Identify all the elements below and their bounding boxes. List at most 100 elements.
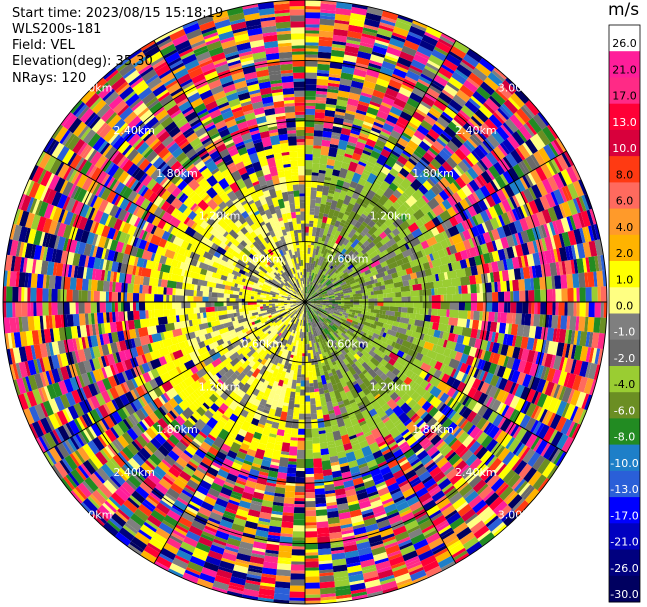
ppi-gate bbox=[438, 149, 451, 162]
ppi-gate bbox=[204, 333, 210, 340]
ppi-gate bbox=[354, 255, 359, 261]
ppi-gate bbox=[235, 558, 250, 565]
ppi-gate bbox=[288, 193, 295, 204]
ppi-gate bbox=[499, 142, 511, 155]
ppi-gate bbox=[142, 131, 154, 142]
ppi-gate bbox=[333, 210, 340, 218]
ppi-gate bbox=[309, 211, 315, 215]
ppi-gate bbox=[391, 73, 405, 82]
ppi-gate bbox=[557, 171, 568, 187]
ppi-gate bbox=[338, 236, 347, 247]
ppi-gate bbox=[586, 209, 594, 226]
ppi-gate bbox=[132, 293, 140, 302]
ppi-gate bbox=[270, 333, 279, 342]
ppi-gate bbox=[532, 133, 546, 149]
ppi-gate bbox=[117, 508, 131, 521]
ppi-gate bbox=[253, 141, 265, 153]
ppi-gate bbox=[299, 199, 305, 203]
ppi-gate bbox=[263, 105, 275, 110]
ppi-gate bbox=[110, 492, 126, 507]
ppi-gate bbox=[199, 89, 213, 101]
ppi-gate bbox=[292, 54, 305, 61]
ppi-gate bbox=[40, 329, 46, 344]
ppi-gate bbox=[545, 192, 556, 208]
ppi-gate bbox=[138, 229, 145, 240]
ppi-gate bbox=[290, 329, 295, 336]
ppi-gate bbox=[358, 189, 369, 200]
ppi-gate bbox=[137, 87, 153, 101]
ppi-gate bbox=[90, 335, 99, 348]
ppi-gate bbox=[249, 92, 261, 98]
ppi-gate bbox=[151, 285, 158, 295]
ppi-gate bbox=[303, 293, 305, 297]
ppi-gate bbox=[409, 258, 420, 268]
ppi-gate bbox=[420, 249, 427, 257]
ppi-gate bbox=[196, 108, 208, 117]
ppi-gate bbox=[271, 143, 282, 155]
ppi-gate bbox=[281, 277, 285, 281]
ppi-gate bbox=[401, 291, 411, 297]
ppi-gate bbox=[326, 198, 333, 203]
ppi-gate bbox=[27, 273, 32, 288]
ppi-gate bbox=[316, 285, 324, 293]
ppi-gate bbox=[398, 220, 411, 231]
ppi-gate bbox=[373, 278, 378, 284]
ppi-gate bbox=[78, 374, 86, 388]
ppi-gate bbox=[168, 466, 181, 478]
ppi-gate bbox=[312, 223, 318, 228]
ppi-gate bbox=[175, 288, 185, 296]
ppi-gate bbox=[192, 42, 207, 51]
ppi-gate bbox=[269, 324, 279, 333]
ppi-gate bbox=[138, 364, 145, 375]
ppi-gate bbox=[338, 248, 347, 258]
ppi-gate bbox=[255, 393, 264, 402]
ppi-gate bbox=[429, 253, 435, 261]
ppi-gate bbox=[121, 159, 134, 173]
ppi-gate bbox=[284, 304, 294, 308]
ppi-gate bbox=[266, 295, 270, 299]
ppi-gate bbox=[84, 255, 90, 268]
ppi-gate bbox=[305, 223, 310, 227]
ppi-gate bbox=[245, 329, 253, 336]
ppi-gate bbox=[283, 163, 291, 168]
ppi-gate bbox=[371, 212, 382, 224]
ppi-gate bbox=[193, 547, 209, 559]
ppi-gate bbox=[467, 228, 475, 239]
ppi-gate bbox=[290, 27, 305, 34]
ppi-gate bbox=[299, 294, 304, 300]
ppi-gate bbox=[262, 265, 272, 274]
ppi-gate bbox=[381, 10, 399, 21]
ppi-gate bbox=[284, 317, 292, 326]
ppi-gate bbox=[175, 456, 188, 469]
ppi-gate bbox=[315, 245, 320, 256]
ppi-gate bbox=[421, 67, 437, 80]
ppi-gate bbox=[140, 550, 157, 564]
ppi-gate bbox=[474, 188, 486, 201]
ppi-gate bbox=[256, 306, 261, 310]
ppi-gate bbox=[345, 202, 355, 214]
ppi-gate bbox=[131, 167, 141, 178]
ppi-gate bbox=[498, 270, 504, 282]
ppi-gate bbox=[305, 72, 317, 79]
ppi-gate bbox=[209, 365, 221, 377]
ppi-gate bbox=[359, 132, 369, 139]
ppi-gate bbox=[62, 408, 71, 423]
ppi-gate bbox=[134, 139, 145, 151]
ppi-gate bbox=[243, 161, 252, 167]
ppi-gate bbox=[310, 272, 315, 282]
ppi-gate bbox=[375, 36, 390, 44]
ppi-gate bbox=[507, 167, 520, 182]
ppi-gate bbox=[189, 415, 198, 424]
ppi-gate bbox=[495, 88, 508, 102]
ppi-gate bbox=[278, 357, 284, 364]
ppi-gate bbox=[253, 236, 263, 246]
ppi-gate bbox=[546, 124, 559, 140]
ppi-gate bbox=[347, 264, 354, 270]
ppi-gate bbox=[482, 292, 487, 302]
ppi-gate bbox=[317, 291, 321, 294]
ppi-gate bbox=[311, 181, 318, 188]
ppi-gate bbox=[277, 272, 281, 277]
ppi-gate bbox=[89, 244, 95, 257]
ppi-gate bbox=[264, 263, 269, 268]
ppi-gate bbox=[166, 438, 176, 448]
